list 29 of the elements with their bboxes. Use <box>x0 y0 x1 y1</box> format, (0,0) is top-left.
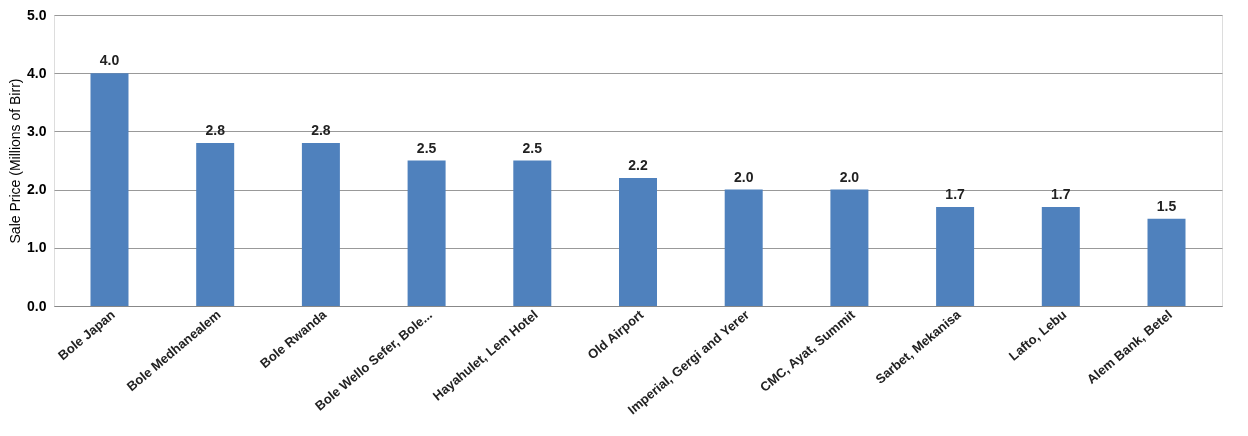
bar <box>90 73 129 306</box>
data-label: 1.7 <box>945 186 966 203</box>
data-label: 1.5 <box>1156 197 1177 214</box>
y-tick-label: 1.0 <box>27 239 47 256</box>
data-label: 2.8 <box>205 122 226 139</box>
bar <box>301 143 340 306</box>
y-tick-label: 3.0 <box>27 122 47 139</box>
bar <box>830 189 869 306</box>
bar <box>1041 207 1080 306</box>
bar <box>513 160 552 306</box>
data-label: 2.0 <box>733 168 754 185</box>
bar <box>1147 218 1186 306</box>
data-label: 2.5 <box>416 139 437 156</box>
y-tick-label: 0.0 <box>27 297 47 314</box>
data-label: 2.8 <box>311 122 331 139</box>
bar <box>196 143 235 306</box>
data-label: 4.0 <box>99 52 120 69</box>
bar <box>407 160 446 306</box>
data-label: 1.7 <box>1051 186 1071 203</box>
y-tick-label: 4.0 <box>27 64 47 81</box>
data-label: 2.2 <box>628 156 648 173</box>
data-label: 2.0 <box>839 168 860 185</box>
bar <box>936 207 975 306</box>
bar <box>724 189 763 306</box>
bar <box>619 177 657 306</box>
y-tick-label: 2.0 <box>27 181 47 198</box>
y-axis-title: Sale Price (Millions of Birr) <box>7 78 24 244</box>
data-label: 2.5 <box>522 139 543 156</box>
y-tick-label: 5.0 <box>27 6 47 23</box>
